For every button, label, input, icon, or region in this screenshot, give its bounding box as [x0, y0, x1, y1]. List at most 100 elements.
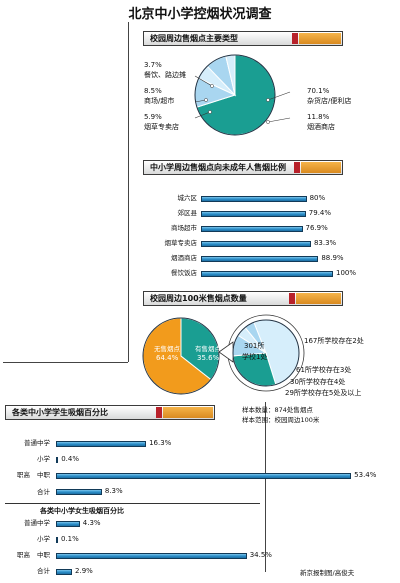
cigarette-icon	[299, 33, 341, 44]
student-smoking-value-label: 16.3%	[149, 439, 172, 447]
group-label: 合计	[37, 488, 50, 496]
pie3-item-label: 61所学校存在3处	[296, 366, 352, 374]
pie1-label-name: 烟草专卖店	[144, 123, 179, 131]
group-label: 中职	[37, 471, 50, 479]
pie1-label-pct: 11.8%	[307, 113, 330, 121]
pie1-leader-line	[267, 117, 291, 123]
sale-ratio-category-label: 郊区县	[177, 209, 198, 217]
pie1-leader-dot	[208, 110, 212, 114]
pie1-label-pct: 5.9%	[144, 113, 162, 121]
pie3-center-label: 301所	[244, 342, 265, 350]
group-label: 职高	[17, 551, 30, 559]
pie1-label-name: 烟酒商店	[307, 123, 335, 131]
group-label: 职高	[17, 471, 30, 479]
pie1-outline	[194, 54, 276, 136]
girl-smoking-value-label: 4.3%	[82, 519, 101, 527]
student-smoking-bar	[56, 473, 352, 479]
credit: 新京报制图/高俊夫	[300, 569, 355, 577]
student-smoking-value-label: 0.4%	[61, 455, 79, 463]
sale-ratio-value-label: 83.3%	[313, 239, 337, 247]
group-label: 合计	[37, 567, 50, 575]
sale-ratio-category-label: 商场超市	[171, 224, 197, 232]
group-label: 普通中学	[24, 439, 50, 447]
divider	[5, 503, 260, 504]
cigarette-icon	[301, 162, 341, 173]
group-label: 中职	[37, 551, 50, 559]
connector-line	[128, 22, 129, 362]
sample-range: 样本范围：校园周边100米	[242, 416, 320, 424]
pie1-leader-line	[267, 91, 291, 101]
girl-smoking-bar	[56, 553, 247, 559]
group-label: 小学	[37, 535, 50, 543]
pie3-center-label: 学校1处	[242, 353, 268, 361]
pie3-outline	[232, 319, 300, 387]
pie1-leader-dot	[266, 98, 270, 102]
student-smoking-value-label: 53.4%	[354, 471, 377, 479]
sale-ratio-value-label: 88.9%	[321, 254, 344, 262]
girl-smoking-value-label: 0.1%	[61, 535, 79, 543]
sale-ratio-bar	[201, 226, 303, 232]
section-title: 校园周边售烟点主要类型	[150, 34, 238, 43]
sale-ratio-bar	[201, 241, 311, 247]
section-title: 各类中小学学生吸烟百分比	[12, 408, 108, 417]
section-banner-store-types: 校园周边售烟点主要类型	[143, 31, 343, 46]
girl-smoking-bar	[56, 521, 80, 527]
connector-line	[3, 362, 128, 363]
group-label: 普通中学	[24, 519, 50, 527]
sale-ratio-category-label: 烟草专卖店	[164, 239, 198, 247]
pie3-item-label: 29所学校存在5处及以上	[285, 389, 362, 397]
pie1-label-name: 杂货店/便利店	[307, 97, 352, 105]
pie1-label-name: 商场/超市	[144, 97, 175, 105]
connector-line	[265, 402, 266, 572]
banner-accent	[156, 407, 162, 418]
pie-connector	[218, 341, 234, 363]
group-label: 小学	[37, 455, 50, 463]
cigarette-icon	[163, 407, 213, 418]
pie2-label-has-pct: 35.6%	[197, 354, 220, 362]
banner-accent	[294, 162, 300, 173]
pie1-leader-line	[194, 111, 211, 119]
sale-ratio-category-label: 烟酒商店	[171, 254, 197, 262]
sale-ratio-category-label: 餐饮饭店	[171, 269, 197, 277]
student-smoking-value-label: 8.3%	[104, 487, 123, 495]
sale-ratio-bar	[201, 271, 333, 277]
section-title-girls: 各类中小学女生吸烟百分比	[40, 507, 124, 515]
sale-ratio-bar	[201, 196, 307, 202]
pie1-leader-dot	[266, 120, 270, 124]
pie1-leader-dot	[210, 84, 214, 88]
banner-accent	[292, 33, 298, 44]
student-smoking-bar	[56, 457, 59, 463]
pie2-label-none: 无售烟点	[154, 345, 180, 353]
pie3-item-label: 30所学校存在4处	[290, 378, 346, 386]
page-title: 北京中小学控烟状况调查	[128, 7, 272, 22]
pie1-leader-dot	[204, 98, 208, 102]
girl-smoking-value-label: 34.5%	[249, 551, 272, 559]
section-banner-student-smoking: 各类中小学学生吸烟百分比	[5, 405, 215, 420]
pie2-label-none-pct: 64.4%	[156, 354, 179, 362]
girl-smoking-bar	[56, 569, 73, 575]
pie1-leader-line	[194, 99, 207, 103]
sale-ratio-category-label: 城六区	[177, 194, 198, 202]
sale-ratio-value-label: 80%	[309, 194, 326, 202]
student-smoking-bar	[56, 489, 102, 495]
girl-smoking-bar	[56, 537, 58, 543]
sample-size: 样本数量：874处售烟点	[242, 406, 313, 414]
sale-ratio-value-label: 76.9%	[305, 224, 328, 232]
student-smoking-bar	[56, 441, 147, 447]
pie2-label-has: 有售烟点	[195, 345, 221, 353]
sale-ratio-value-label: 100%	[336, 269, 357, 277]
pie1-label-name: 餐饮、路边摊	[144, 71, 186, 79]
section-banner-count-100m: 校园周边100米售烟点数量	[143, 291, 343, 306]
section-banner-sale-ratio: 中小学周边售烟点向未成年人售烟比例	[143, 160, 343, 175]
sale-ratio-value-label: 79.4%	[308, 209, 332, 217]
pie1-label-pct: 70.1%	[307, 87, 330, 95]
section-title: 中小学周边售烟点向未成年人售烟比例	[150, 163, 286, 172]
sale-ratio-bar	[201, 256, 319, 262]
pie1-label-pct: 3.7%	[144, 61, 162, 69]
pie1-leader-line	[194, 75, 213, 87]
banner-accent	[289, 293, 295, 304]
pie1-label-pct: 8.5%	[144, 87, 162, 95]
